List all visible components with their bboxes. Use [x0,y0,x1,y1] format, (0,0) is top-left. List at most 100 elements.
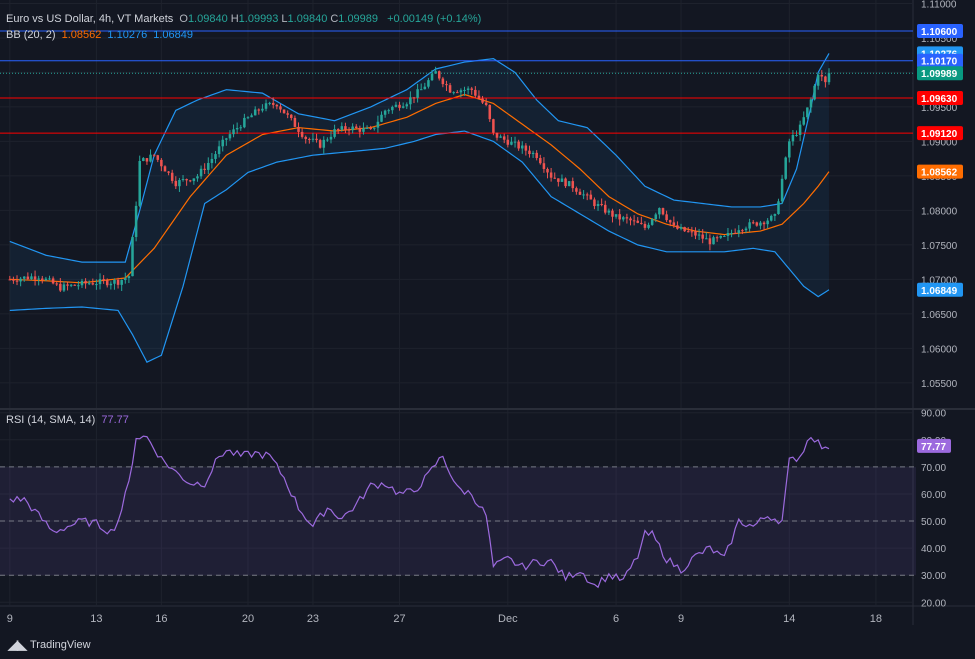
candle-body [178,180,181,187]
candle-body [304,136,307,140]
time-axis: 9 13 16 20 23 27 Dec 6 9 14 18 [7,613,882,625]
candle-body [243,117,246,128]
candle-body [726,233,730,236]
candle-body [679,227,683,229]
price-tag-label: 1.09120 [921,129,958,140]
candle-body [333,129,336,137]
candle-body [535,152,538,159]
candle-body [715,237,719,239]
candle-body [755,222,759,226]
candle-body [264,103,268,109]
horizontal-levels [0,30,913,134]
candle-body [318,140,322,148]
candle-body [593,199,596,207]
candle-body [37,278,40,280]
candle-body [275,104,279,107]
candle-body [326,139,329,141]
candle-body [80,280,84,286]
symbol-title[interactable]: Euro vs US Dollar, 4h, VT Markets [6,13,174,25]
candle-body [481,98,484,103]
candle-body [12,279,15,281]
rsi-pane [0,435,916,589]
time-tick-label: 20 [242,613,254,625]
time-tick-label: 27 [393,613,405,625]
candle-body [174,180,178,187]
price-tick-label: 1.07500 [921,241,958,252]
candle-body [603,204,607,213]
candle-body [113,279,116,284]
candle-body [225,138,228,140]
candle-body [430,73,434,81]
candle-body [585,194,589,196]
candle-body [268,102,271,104]
candle-body [643,223,647,228]
candle-body [459,90,463,93]
candle-body [474,89,477,96]
rsi-tick-label: 90.00 [921,409,946,420]
candle-body [416,89,419,98]
candle-body [564,178,567,187]
candle-body [196,176,199,179]
candle-body [510,141,513,145]
candle-body [694,231,697,236]
candle-body [470,88,473,90]
candle-body [531,152,535,155]
candle-body [484,102,488,105]
candle-body [607,210,611,213]
candle-body [456,92,459,94]
ohlc-c: C [330,13,339,25]
candle-body [611,210,614,217]
candle-body [445,84,448,86]
candle-body [520,145,524,149]
price-change: +0.00149 (+0.14%) [387,13,482,25]
candle-body [48,278,51,280]
candle-body [575,188,578,192]
candle-body [160,159,163,167]
candle-body [517,141,520,149]
ohlc-c-value: 1.09989 [338,13,379,25]
candle-body [737,230,741,234]
candle-body [567,181,571,187]
rsi-value: 77.77 [101,414,129,426]
candle-body [26,276,30,280]
rsi-label[interactable]: RSI (14, SMA, 14) [6,414,96,426]
price-tag-bg [917,126,963,141]
candle-body [777,201,780,215]
candle-body [762,222,766,225]
price-tag-bg [917,164,963,179]
price-tag-bg [917,282,963,297]
candle-body [788,141,791,158]
candle-body [329,136,333,140]
candle-body [578,191,582,195]
candle-body [250,115,253,118]
candle-body [506,139,510,145]
candle-body [77,285,80,287]
candle-body [391,106,394,111]
candle-body [499,136,502,138]
candle-body [672,222,676,226]
price-tag-bg [917,66,963,81]
candle-body [84,280,87,284]
candle-body [253,109,257,116]
ohlc-l: L [281,13,288,25]
candle-body [741,230,744,232]
rsi-band-fill [0,466,916,576]
candle-body [369,127,372,129]
candle-body [398,104,401,108]
candle-body [246,117,250,119]
bb-label[interactable]: BB (20, 2) [6,29,56,41]
candle-body [524,145,528,151]
candle-body [214,154,217,159]
candle-body [217,146,221,155]
candle-body [701,234,704,239]
candle-body [181,179,185,181]
ohlc-o: O [179,13,188,25]
candle-body [33,276,37,280]
candle-body [751,222,755,224]
candle-body [809,99,813,108]
price-tick-label: 1.06500 [921,310,958,321]
candle-body [373,127,376,129]
tradingview-logo[interactable]: ◢◣ TradingView [8,637,91,653]
candle-body [358,128,362,132]
